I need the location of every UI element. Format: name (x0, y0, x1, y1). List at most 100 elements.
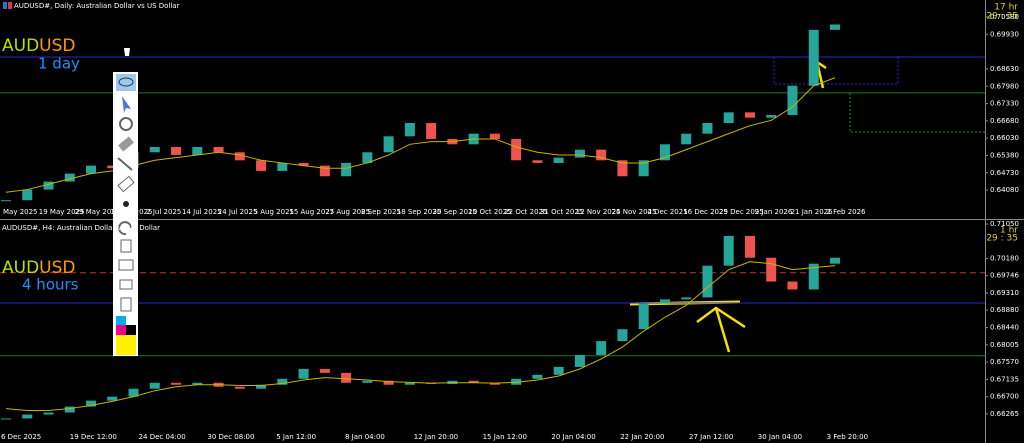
tool[interactable] (119, 117, 133, 131)
chart-title: AUDUSD#, H4: Australian Dollar vs US Dol… (2, 224, 160, 232)
y-tick-label: 0.67330 (990, 100, 1019, 108)
tool[interactable] (119, 279, 133, 290)
candle (681, 297, 692, 300)
y-tick-label: 0.68630 (990, 65, 1019, 73)
candle (362, 152, 373, 163)
tool-eye (118, 77, 134, 87)
candle (617, 329, 628, 342)
candle (553, 157, 564, 163)
x-tick-label: 24 Nov 2025 (612, 208, 657, 216)
y-tick-label: 0.68005 (990, 341, 1019, 349)
y-tick-label: 0.69930 (990, 30, 1019, 38)
swatch[interactable] (116, 335, 136, 355)
candle (171, 382, 182, 385)
candle (638, 303, 649, 330)
y-tick-label: 0.66030 (990, 134, 1019, 142)
candle (787, 85, 798, 116)
y-tick-label: 0.67135 (990, 375, 1019, 383)
candle (234, 152, 245, 161)
candle (64, 406, 75, 413)
candle (298, 368, 309, 379)
symbol-label: AUDUSD (2, 36, 76, 56)
x-tick-label: May 2025 (3, 208, 38, 216)
candle (319, 165, 330, 177)
y-tick-label: 0.71050 (990, 220, 1019, 228)
x-tick-label: 29 Dec 2025 (719, 208, 764, 216)
x-tick-label: 15 Aug 2025 (289, 208, 334, 216)
x-tick-label: 27 Aug 2025 (325, 208, 370, 216)
candle (256, 384, 267, 389)
candle (511, 378, 522, 385)
tool-cursor[interactable] (122, 96, 131, 113)
box (849, 93, 985, 133)
candle (43, 181, 54, 190)
tool[interactable] (123, 201, 129, 207)
candle (86, 165, 97, 174)
x-tick-label: 4 Dec 2025 (647, 208, 687, 216)
candle (43, 412, 54, 415)
moving-average (5, 77, 836, 193)
candle (808, 29, 819, 86)
swatch[interactable] (116, 325, 126, 335)
pen-icon[interactable] (124, 48, 130, 56)
x-tick-label: 12 Nov 2025 (576, 208, 621, 216)
x-tick-label: 24 Dec 04:00 (139, 433, 186, 441)
y-tick-label: 0.65380 (990, 151, 1019, 159)
annotation-arrow (696, 306, 746, 353)
candle (808, 263, 819, 290)
tool[interactable] (116, 74, 136, 91)
x-tick-label: 10 Oct 2025 (468, 208, 511, 216)
symbol-label: AUDUSD (2, 258, 76, 278)
candle (596, 341, 607, 355)
candle (22, 414, 33, 419)
x-tick-label: 22 Oct 2025 (504, 208, 547, 216)
candle (489, 133, 500, 139)
candle (511, 138, 522, 161)
candle (766, 115, 777, 118)
candle (744, 112, 755, 118)
tool[interactable] (120, 297, 132, 312)
x-tick-label: 10 Jun 2025 (110, 208, 152, 216)
tool[interactable] (120, 239, 132, 253)
timer: 29 : 35 (986, 234, 1018, 244)
candle (638, 160, 649, 177)
x-tick-label: 14 Jul 2025 (182, 208, 222, 216)
x-tick-label: 3 Feb 20:00 (827, 433, 868, 441)
candle (149, 146, 160, 153)
x-tick-label: 5 Jan 12:00 (276, 433, 316, 441)
candle (341, 162, 352, 177)
candle (787, 281, 798, 290)
tool[interactable] (118, 259, 134, 271)
y-tick-label: 0.68440 (990, 324, 1019, 332)
candle (192, 382, 203, 385)
candle (277, 162, 288, 171)
candle (553, 366, 564, 375)
tool[interactable] (118, 136, 134, 152)
x-tick-label: 30 Sep 2025 (433, 208, 477, 216)
candle (489, 382, 500, 385)
timer: 1 hr (1000, 226, 1018, 236)
candle (171, 146, 182, 155)
swatch[interactable] (126, 325, 136, 335)
candle (86, 400, 97, 407)
candle (702, 265, 713, 298)
y-tick-label: 0.67980 (990, 82, 1019, 90)
y-tick-label: 0.70580 (990, 13, 1019, 21)
candle (149, 382, 160, 389)
y-tick-label: 0.64080 (990, 186, 1019, 194)
y-tick-label: 0.70180 (990, 255, 1019, 263)
tool[interactable] (118, 221, 132, 236)
moving-average (5, 261, 836, 412)
tool[interactable] (117, 157, 133, 171)
swatch[interactable] (126, 316, 136, 325)
y-tick-label: 0.66700 (990, 393, 1019, 401)
tool[interactable] (117, 175, 135, 193)
swatch[interactable] (116, 316, 126, 325)
y-tick-label: 0.64730 (990, 169, 1019, 177)
toolbar (113, 72, 138, 356)
x-tick-label: 27 Jan 12:00 (689, 433, 733, 441)
x-tick-label: 8 Jan 04:00 (345, 433, 385, 441)
candle (107, 165, 118, 169)
